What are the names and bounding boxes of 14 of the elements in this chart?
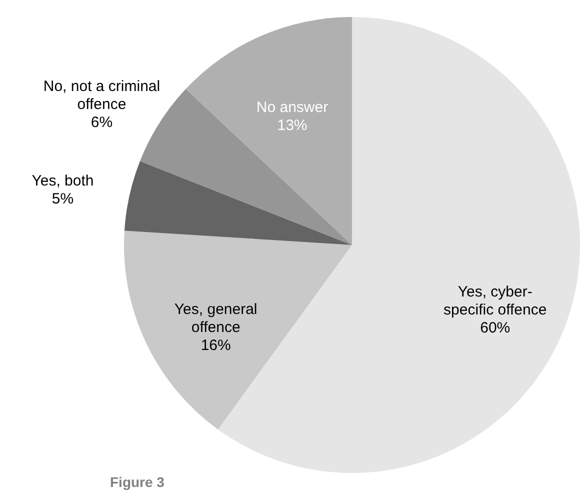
slice-label: Yes, both: [32, 172, 94, 190]
slice-label: No answer: [256, 98, 328, 116]
pie-slice: [186, 17, 352, 245]
data-label: 6%: [90, 114, 113, 132]
data-label: 60%: [480, 320, 510, 336]
pie-slice: [124, 161, 352, 245]
data-label: 13%: [277, 116, 308, 134]
slice-label: Yes, cyber-specific offence: [444, 284, 547, 318]
slice-label: No, not a criminal offence: [43, 78, 160, 114]
caption: Figure 3: [110, 474, 165, 490]
data-label: 5%: [52, 190, 74, 208]
slice-label: Yes, general offence: [174, 301, 258, 336]
data-label: 16%: [200, 337, 231, 354]
pie-slice: [124, 230, 352, 430]
